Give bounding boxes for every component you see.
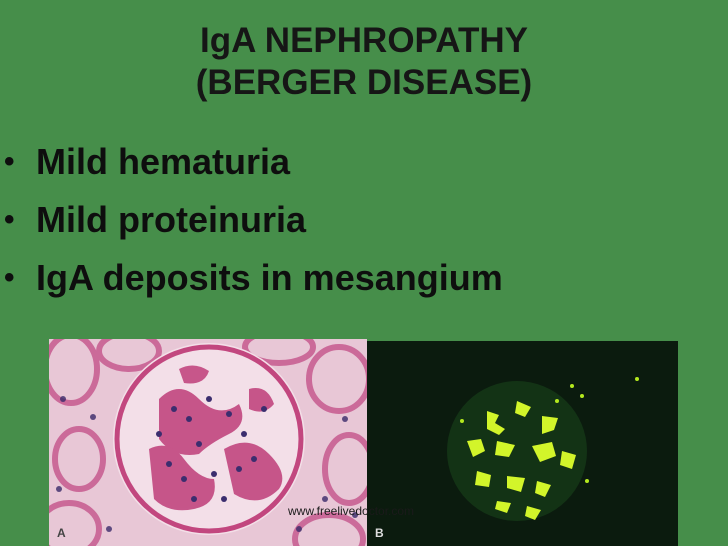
pas-stain-image [49,339,367,546]
bullet-item: • Mild proteinuria [4,198,503,256]
panel-a-label: A [57,526,66,540]
bullet-item: • Mild hematuria [4,140,503,198]
bullet-text: Mild hematuria [36,141,291,182]
title-line-2: (BERGER DISEASE) [195,63,533,102]
slide-title: IgA NEPHROPATHY (BERGER DISEASE) [0,20,728,104]
bullet-text: Mild proteinuria [36,199,306,240]
watermark-text: www.freelivedoctor.com [288,504,415,518]
bullet-text: IgA deposits in mesangium [36,257,503,298]
micrograph-immunofluorescence: B [367,341,678,546]
bullet-icon: • [4,203,15,236]
bullet-icon: • [4,261,15,294]
title-line-1: IgA NEPHROPATHY [200,21,528,60]
immunofluorescence-image [367,341,678,546]
panel-b-label: B [375,526,384,540]
bullet-icon: • [4,145,15,178]
bullet-list: • Mild hematuria • Mild proteinuria • Ig… [4,140,503,314]
bullet-item: • IgA deposits in mesangium [4,256,503,314]
micrograph-pas-stain: A [49,339,367,546]
